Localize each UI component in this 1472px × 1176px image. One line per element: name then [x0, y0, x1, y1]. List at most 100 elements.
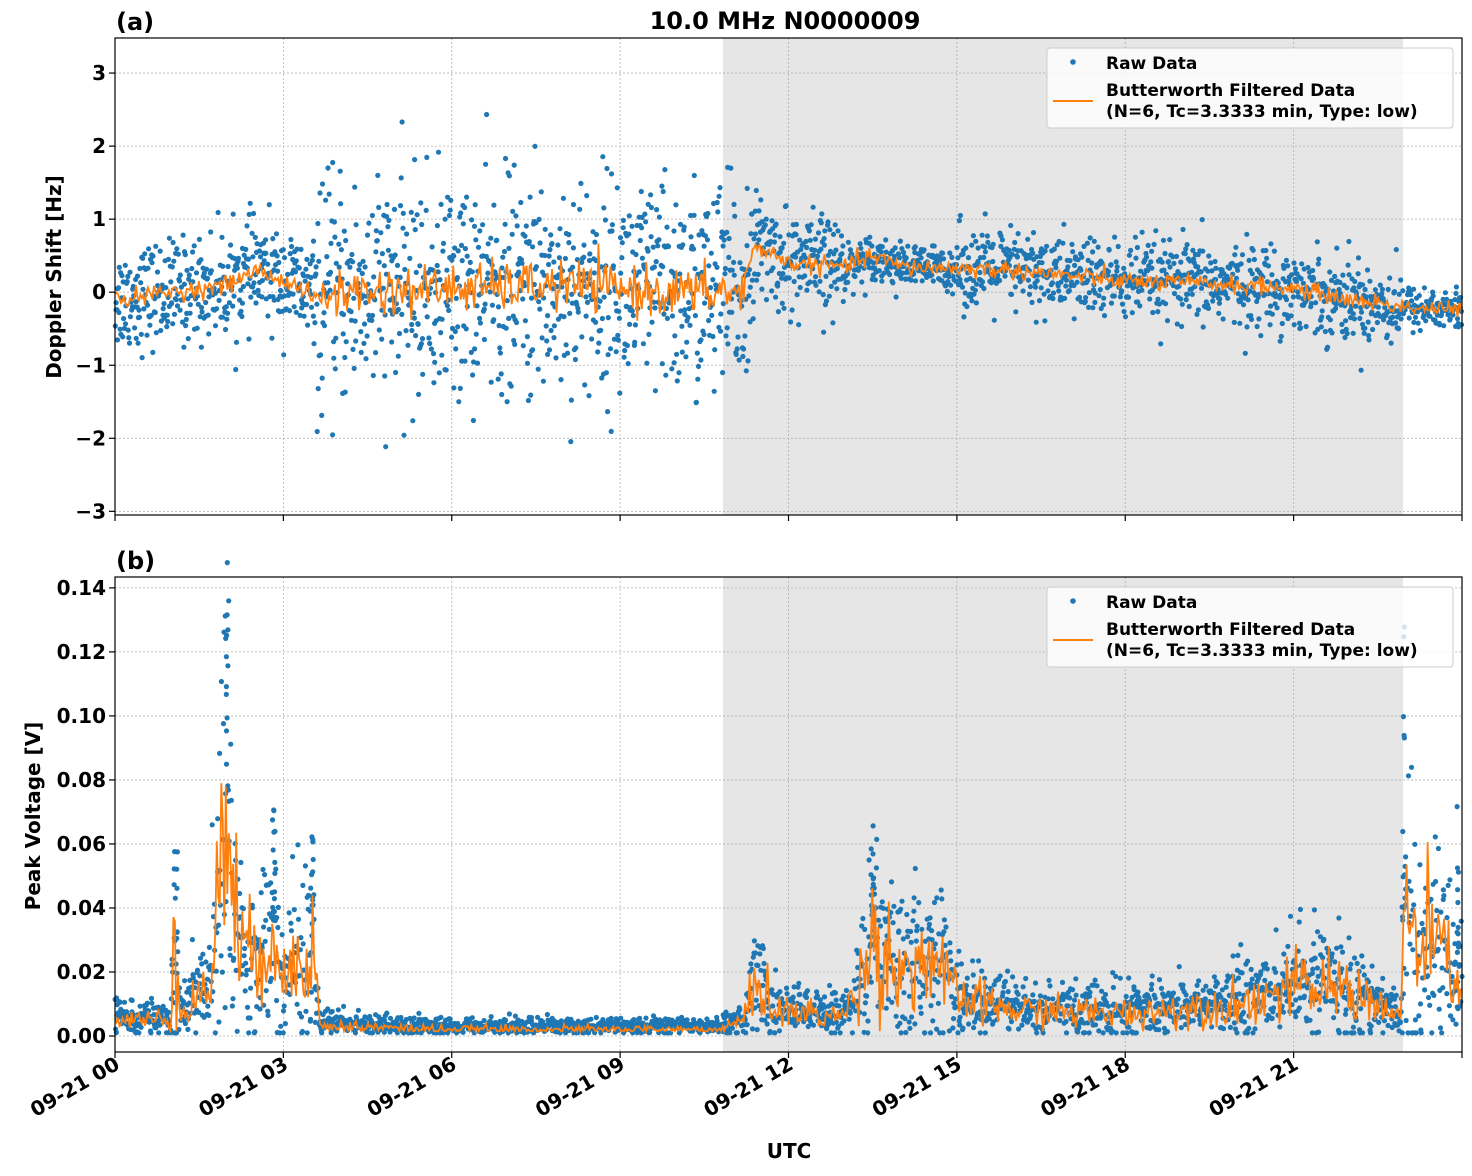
raw-point: [914, 938, 919, 943]
raw-point: [530, 244, 535, 249]
raw-point: [251, 280, 256, 285]
raw-point: [834, 286, 839, 291]
raw-point: [1232, 252, 1237, 257]
raw-point: [539, 189, 544, 194]
raw-point: [1241, 1010, 1246, 1015]
raw-point: [344, 339, 349, 344]
raw-point: [379, 337, 384, 342]
raw-point: [248, 201, 253, 206]
raw-point: [1007, 1026, 1012, 1031]
raw-point: [639, 189, 644, 194]
raw-point: [922, 1030, 927, 1035]
raw-point: [732, 214, 737, 219]
raw-point: [672, 360, 677, 365]
raw-point: [1167, 237, 1172, 242]
raw-point: [1366, 320, 1371, 325]
raw-point: [1153, 996, 1158, 1001]
raw-point: [1180, 227, 1185, 232]
raw-point: [176, 252, 181, 257]
raw-point: [908, 929, 913, 934]
raw-point: [338, 201, 343, 206]
raw-point: [347, 265, 352, 270]
raw-point: [1160, 260, 1165, 265]
raw-point: [741, 346, 746, 351]
raw-point: [899, 899, 904, 904]
raw-point: [137, 315, 142, 320]
raw-point: [482, 307, 487, 312]
raw-point: [453, 346, 458, 351]
raw-point: [935, 980, 940, 985]
raw-point: [859, 279, 864, 284]
raw-point: [126, 335, 131, 340]
raw-point: [751, 316, 756, 321]
raw-point: [461, 221, 466, 226]
raw-point: [666, 244, 671, 249]
raw-point: [1213, 266, 1218, 271]
raw-point: [419, 222, 424, 227]
raw-point: [954, 245, 959, 250]
raw-point: [362, 321, 367, 326]
y-tick-label: −1: [75, 353, 106, 377]
raw-point: [400, 226, 405, 231]
raw-point: [181, 345, 186, 350]
raw-point: [413, 227, 418, 232]
legend-filtered-label: Butterworth Filtered Data: [1106, 81, 1355, 101]
raw-point: [439, 202, 444, 207]
raw-point: [118, 327, 123, 332]
raw-point: [1250, 977, 1255, 982]
raw-point: [752, 938, 757, 943]
raw-point: [127, 270, 132, 275]
raw-point: [608, 346, 613, 351]
raw-point: [184, 268, 189, 273]
raw-point: [585, 300, 590, 305]
raw-point: [931, 278, 936, 283]
raw-point: [835, 228, 840, 233]
raw-point: [1180, 302, 1185, 307]
raw-point: [470, 372, 475, 377]
raw-point: [819, 211, 824, 216]
raw-point: [833, 990, 838, 995]
raw-point: [1302, 994, 1307, 999]
raw-point: [353, 338, 358, 343]
raw-point: [1413, 315, 1418, 320]
raw-point: [928, 1030, 933, 1035]
raw-point: [1101, 296, 1106, 301]
raw-point: [308, 1017, 313, 1022]
raw-point: [609, 171, 614, 176]
raw-point: [936, 1001, 941, 1006]
raw-point: [729, 310, 734, 315]
raw-point: [1262, 978, 1267, 983]
raw-point: [913, 244, 918, 249]
raw-point: [1090, 249, 1095, 254]
raw-point: [709, 313, 714, 318]
raw-point: [1072, 316, 1077, 321]
y-tick-label: 0.04: [57, 896, 106, 920]
raw-point: [1012, 240, 1017, 245]
raw-point: [642, 212, 647, 217]
raw-point: [1246, 1026, 1251, 1031]
raw-point: [505, 298, 510, 303]
raw-point: [121, 316, 126, 321]
raw-point: [645, 249, 650, 254]
raw-point: [662, 167, 667, 172]
raw-point: [722, 271, 727, 276]
raw-point: [653, 388, 658, 393]
raw-point: [748, 961, 753, 966]
raw-point: [1177, 964, 1182, 969]
raw-point: [1242, 1019, 1247, 1024]
raw-point: [1135, 245, 1140, 250]
raw-point: [263, 251, 268, 256]
raw-point: [494, 238, 499, 243]
raw-point: [717, 185, 722, 190]
raw-point: [744, 368, 749, 373]
raw-point: [915, 924, 920, 929]
raw-point: [1155, 309, 1160, 314]
raw-point: [842, 287, 847, 292]
raw-point: [547, 253, 552, 258]
raw-point: [235, 266, 240, 271]
raw-point: [216, 210, 221, 215]
raw-point: [566, 232, 571, 237]
raw-point: [490, 303, 495, 308]
raw-point: [1270, 1016, 1275, 1021]
